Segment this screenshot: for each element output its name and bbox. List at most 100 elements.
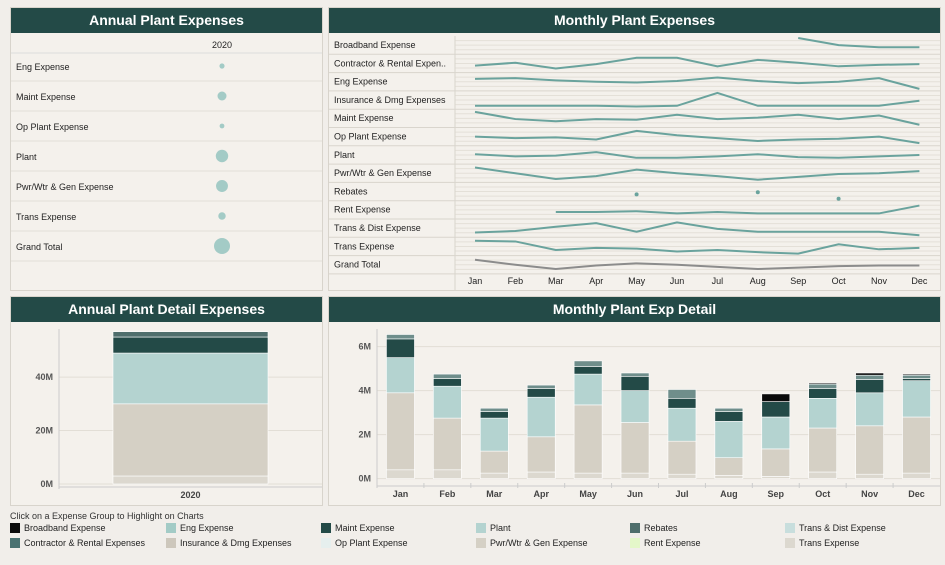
legend-item[interactable]: Trans Expense: [785, 538, 859, 548]
row-label: Contractor & Rental Expen..: [334, 58, 446, 68]
bar-segment: [855, 392, 884, 427]
y-tick-label: 6M: [358, 342, 371, 352]
legend-item[interactable]: Contractor & Rental Expenses: [10, 538, 145, 548]
bubble: [219, 63, 225, 69]
row-label: Op Plant Expense: [16, 122, 89, 132]
row-label: Pwr/Wtr & Gen Expense: [334, 168, 432, 178]
annual-plant-expenses-panel: Annual Plant Expenses 2020 Eng Expense Mai…: [10, 7, 323, 291]
row-label: Grand Total: [16, 242, 62, 252]
bar-segment: [112, 336, 269, 354]
series-line: [474, 239, 920, 255]
bar-segment: [573, 472, 603, 479]
bar-segment: [386, 392, 415, 471]
x-tick-label: Jun: [627, 489, 643, 499]
bar-segment: [386, 469, 415, 479]
y-tick-label: 4M: [358, 386, 371, 396]
x-tick-label: Feb: [508, 276, 524, 286]
bar-segment: [902, 373, 931, 376]
bar-segment: [573, 366, 603, 375]
legend-item[interactable]: Op Plant Expense: [321, 538, 408, 548]
y-tick-label: 20M: [35, 426, 53, 436]
bar-segment: [808, 383, 838, 389]
bar-segment: [386, 334, 415, 340]
bar-segment: [433, 385, 462, 419]
bar-segment: [667, 398, 697, 409]
legend-item[interactable]: Maint Expense: [321, 523, 395, 533]
panel-title: Annual Plant Detail Expenses: [11, 297, 322, 322]
bubble: [218, 212, 226, 220]
legend-swatch: [10, 538, 20, 548]
bar-segment: [855, 374, 884, 380]
bar-segment: [112, 403, 269, 477]
legend-label: Maint Expense: [335, 523, 395, 533]
x-tick-label: Jul: [675, 489, 688, 499]
bar-segment: [433, 469, 462, 479]
x-tick-label: Sep: [790, 276, 806, 286]
series-line: [474, 110, 920, 126]
x-tick-label: Oct: [815, 489, 830, 499]
panel-title: Monthly Plant Exp Detail: [329, 297, 940, 322]
bar-segment: [902, 378, 931, 381]
bar-segment: [855, 473, 884, 479]
y-tick-label: 40M: [35, 372, 53, 382]
x-tick-label: Apr: [589, 276, 603, 286]
legend-label: Contractor & Rental Expenses: [24, 538, 146, 548]
legend-label: Trans Expense: [799, 538, 860, 548]
bar-segment: [714, 407, 744, 412]
series-line: [474, 166, 920, 181]
bar-segment: [761, 416, 791, 450]
series-line: [475, 91, 920, 108]
legend-item[interactable]: Plant: [476, 523, 511, 533]
x-tick-label: May: [579, 489, 597, 499]
row-label: Trans Expense: [334, 241, 394, 251]
legend-label: Insurance & Dmg Expenses: [180, 538, 292, 548]
bar-segment: [620, 472, 650, 479]
data-point: [755, 190, 760, 195]
bubble: [214, 238, 230, 254]
bar-segment: [902, 472, 931, 479]
bubble: [216, 180, 228, 192]
x-tick-label: Jun: [670, 276, 685, 286]
legend-item[interactable]: Broadband Expense: [10, 523, 106, 533]
bar-segment: [714, 411, 744, 422]
bar-segment: [808, 427, 838, 473]
bar-segment: [761, 448, 791, 477]
row-label: Pwr/Wtr & Gen Expense: [16, 182, 114, 192]
x-tick-label: Aug: [750, 276, 766, 286]
legend-item[interactable]: Pwr/Wtr & Gen Expense: [476, 538, 588, 548]
y-tick-label: 0M: [358, 474, 371, 484]
x-tick-label: Jan: [393, 489, 409, 499]
bar-segment: [479, 417, 509, 452]
bar-segment: [761, 401, 791, 418]
bar-segment: [761, 393, 791, 402]
bar-segment: [526, 388, 556, 398]
legend-label: Broadband Expense: [24, 523, 106, 533]
legend-item[interactable]: Trans & Dist Expense: [785, 523, 886, 533]
series-line: [474, 129, 920, 145]
row-label: Plant: [16, 152, 37, 162]
legend-label: Rent Expense: [644, 538, 701, 548]
bar-segment: [902, 380, 931, 418]
bar-segment: [808, 382, 838, 385]
legend-item[interactable]: Eng Expense: [166, 523, 234, 533]
x-tick-label: Apr: [533, 489, 549, 499]
data-point: [634, 192, 639, 197]
series-line: [798, 37, 920, 49]
bar-segment: [902, 416, 931, 474]
bubble: [219, 123, 225, 129]
legend-item[interactable]: Rent Expense: [630, 538, 701, 548]
bar-segment: [526, 396, 556, 438]
bar-segment: [855, 425, 884, 475]
legend-swatch: [321, 538, 331, 548]
bar-segment: [902, 374, 931, 379]
column-header: 2020: [212, 40, 232, 50]
legend-swatch: [166, 523, 176, 533]
data-point: [836, 196, 841, 201]
row-label: Insurance & Dmg Expenses: [334, 95, 446, 105]
x-tick-label: Mar: [486, 489, 503, 499]
legend-item[interactable]: Rebates: [630, 523, 678, 533]
row-label: Eng Expense: [16, 62, 70, 72]
legend-item[interactable]: Insurance & Dmg Expenses: [166, 538, 292, 548]
bar-segment: [855, 372, 884, 376]
bar-segment: [667, 473, 697, 479]
